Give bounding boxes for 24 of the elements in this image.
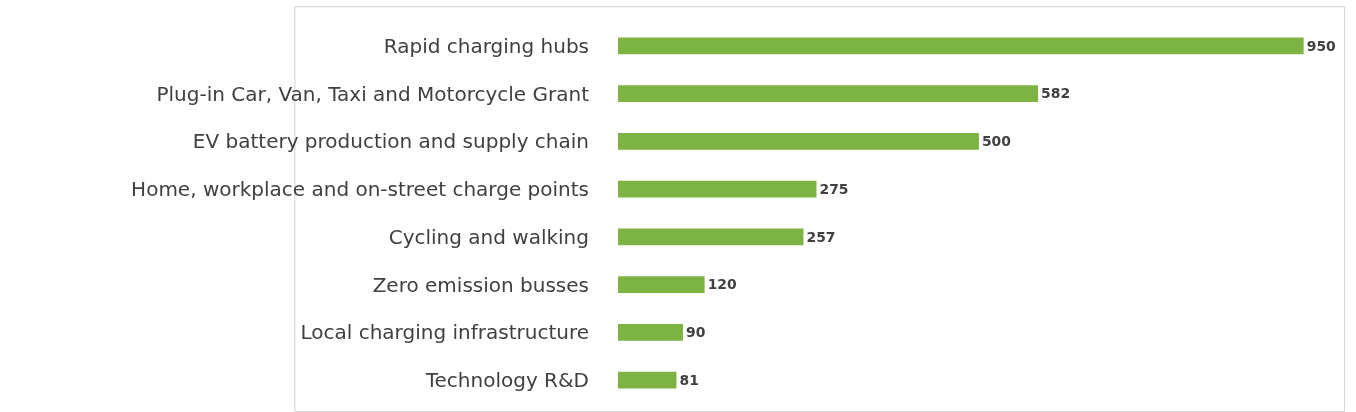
bar xyxy=(618,133,979,150)
data-label: 81 xyxy=(679,372,699,388)
data-label: 257 xyxy=(806,228,836,245)
bar xyxy=(618,37,1304,55)
bar xyxy=(618,228,804,246)
y-tick-label: Rapid charging hubs xyxy=(383,33,589,58)
y-tick-label: EV battery production and supply chain xyxy=(192,129,589,154)
y-tick-label: Home, workplace and on-street charge points xyxy=(131,177,589,202)
y-tick-label: Technology R&D xyxy=(424,368,589,393)
bar xyxy=(618,180,817,198)
y-tick-label: Zero emission busses xyxy=(372,272,589,297)
data-label: 582 xyxy=(1041,85,1071,102)
bar xyxy=(618,371,677,389)
y-tick-label: Plug-in Car, Van, Taxi and Motorcycle Grant xyxy=(156,81,590,106)
bar xyxy=(618,276,705,293)
y-tick-label: Local charging infrastructure xyxy=(300,320,589,345)
data-label: 275 xyxy=(819,181,849,197)
data-label: 950 xyxy=(1306,37,1337,54)
bar xyxy=(618,324,683,341)
data-label: 500 xyxy=(981,133,1012,150)
data-label: 90 xyxy=(685,324,706,341)
data-label: 120 xyxy=(707,276,737,293)
bar xyxy=(618,85,1039,102)
y-tick-label: Cycling and walking xyxy=(388,224,589,249)
